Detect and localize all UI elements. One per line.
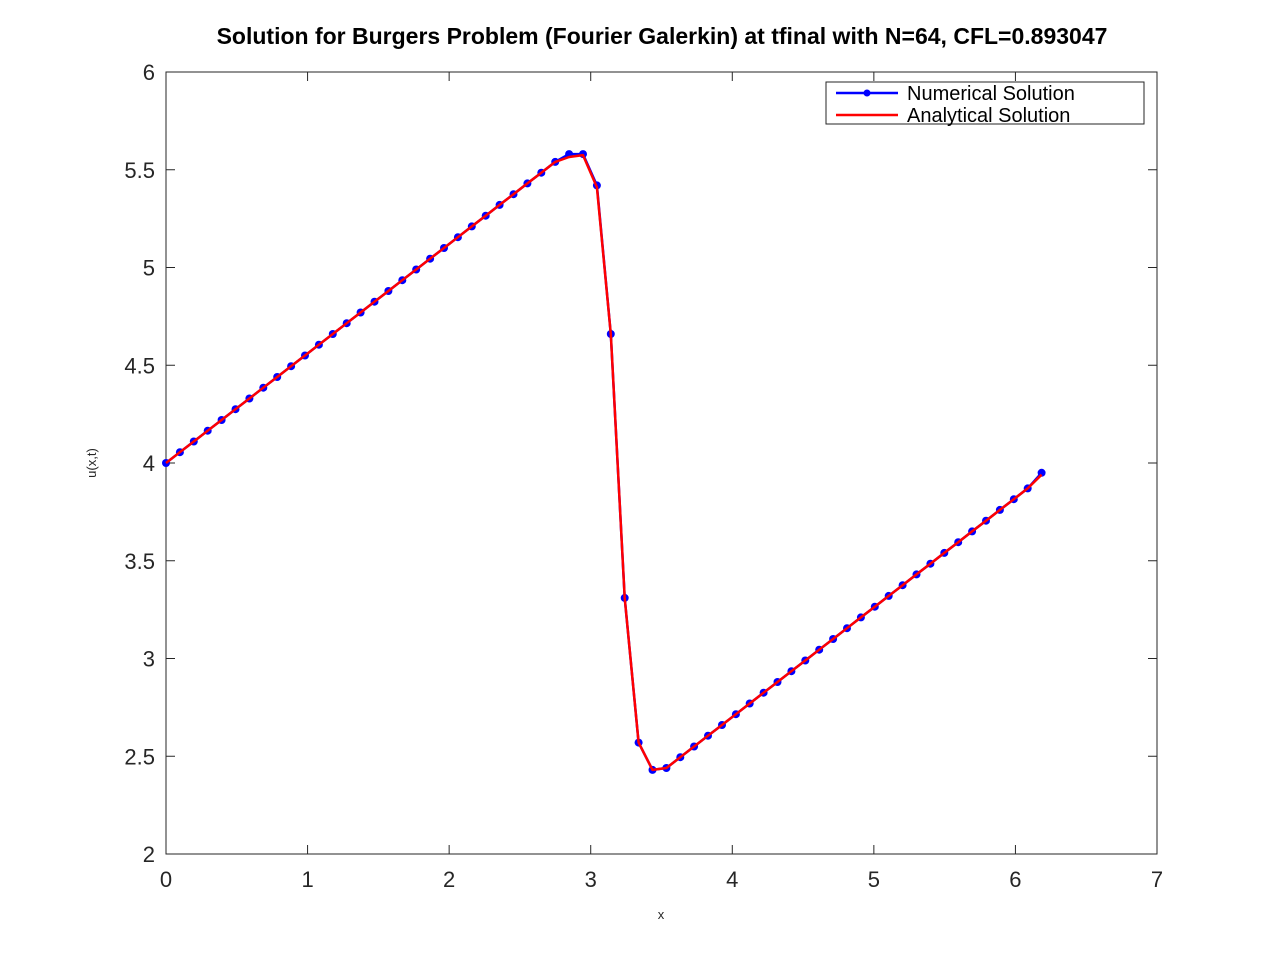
y-tick-label: 5 <box>143 256 155 281</box>
y-tick-label: 2 <box>143 842 155 867</box>
y-tick-label: 4.5 <box>124 353 155 378</box>
legend: Numerical Solution Analytical Solution <box>825 81 1145 127</box>
x-tick-label: 3 <box>585 867 597 892</box>
y-tick-label: 3 <box>143 647 155 672</box>
plot-area <box>165 71 1158 855</box>
analytical-solution-line <box>165 153 1043 772</box>
numerical-solution-point <box>1037 468 1046 477</box>
y-tick-label: 6 <box>143 60 155 85</box>
y-axis: 2 2.5 3 3.5 4 4.5 5 5.5 6 <box>124 60 1157 867</box>
series-layer <box>162 150 1046 774</box>
x-tick-label: 7 <box>1151 867 1163 892</box>
x-tick-label: 6 <box>1009 867 1021 892</box>
x-tick-label: 1 <box>301 867 313 892</box>
x-tick-label: 2 <box>443 867 455 892</box>
chart-title: Solution for Burgers Problem (Fourier Ga… <box>217 23 1108 49</box>
x-tick-label: 5 <box>868 867 880 892</box>
x-tick-label: 0 <box>160 867 172 892</box>
legend-label-analytical: Analytical Solution <box>907 105 1070 127</box>
y-tick-label: 4 <box>143 451 155 476</box>
x-tick-label: 4 <box>726 867 738 892</box>
y-tick-label: 2.5 <box>124 744 155 769</box>
y-tick-label: 5.5 <box>124 158 155 183</box>
legend-marker-numerical <box>863 89 871 97</box>
legend-label-numerical: Numerical Solution <box>907 83 1075 105</box>
x-axis: 0 1 2 3 4 5 6 7 <box>160 72 1163 892</box>
legend-box <box>825 81 1145 125</box>
y-tick-label: 3.5 <box>124 549 155 574</box>
x-axis-label: x <box>658 907 665 922</box>
y-axis-label: u(x,t) <box>84 448 99 478</box>
